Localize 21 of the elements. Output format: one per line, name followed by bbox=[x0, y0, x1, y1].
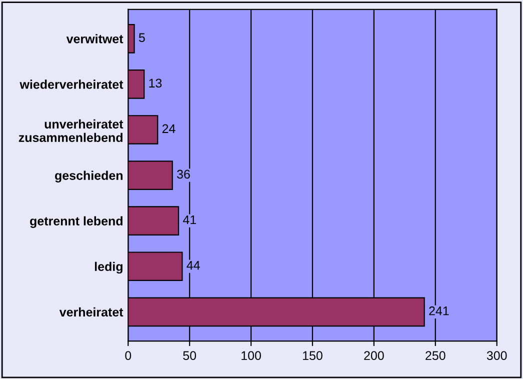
x-tick-label: 100 bbox=[242, 351, 261, 360]
y-tick-label: ledig bbox=[94, 262, 122, 274]
data-label: 13 bbox=[149, 78, 162, 88]
x-tick-label: 0 bbox=[125, 351, 132, 360]
y-tick-label: verheiratet bbox=[59, 307, 124, 317]
x-tick-label: 150 bbox=[303, 351, 322, 360]
data-label: 24 bbox=[162, 124, 176, 133]
y-tick-label: unverheiratet zusammenlebend bbox=[18, 119, 124, 142]
data-label: 5 bbox=[138, 33, 145, 42]
data-label: 41 bbox=[182, 215, 196, 224]
x-tick-label: 200 bbox=[364, 351, 384, 360]
y-tick-label: getrennt lebend bbox=[30, 216, 122, 228]
data-label: 241 bbox=[429, 306, 449, 316]
y-tick-label: verwitwet bbox=[66, 34, 124, 44]
y-tick-label: wiederverheiratet bbox=[20, 80, 124, 89]
x-tick-label: 50 bbox=[183, 351, 196, 360]
data-label: 36 bbox=[177, 170, 190, 179]
data-label: 44 bbox=[186, 261, 200, 270]
y-tick-label: geschieden bbox=[55, 170, 123, 182]
x-tick-label: 300 bbox=[486, 351, 507, 360]
x-tick-label: 250 bbox=[426, 351, 446, 360]
